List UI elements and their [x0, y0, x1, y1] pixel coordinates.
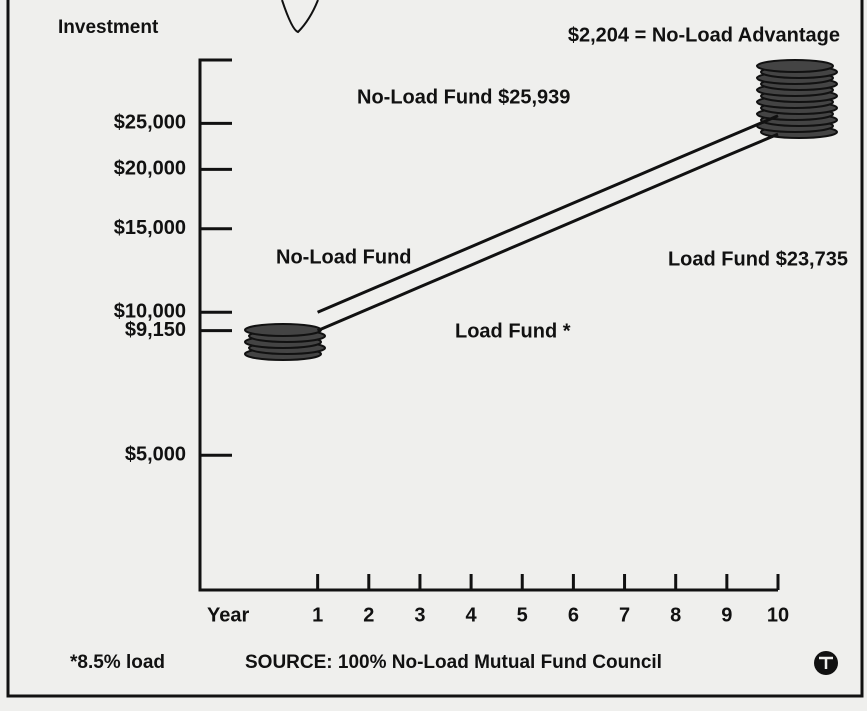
source: SOURCE: 100% No-Load Mutual Fund Council: [245, 652, 662, 673]
x-tick-label: 5: [517, 604, 528, 626]
coin: [245, 324, 321, 336]
annotation: Load Fund *: [455, 320, 571, 342]
logo: [814, 651, 838, 675]
y-tick-label: $25,000: [114, 112, 186, 134]
coin: [757, 60, 833, 72]
annotation: No-Load Fund: [276, 246, 412, 268]
x-tick-label: 7: [619, 604, 630, 626]
line: [318, 134, 778, 331]
annotation: $2,204 = No-Load Advantage: [568, 24, 840, 46]
x-tick-label: 6: [568, 604, 579, 626]
y-tick-label: $20,000: [114, 158, 186, 180]
chart: Investment $2,204 = No-Load Advantage No…: [0, 0, 867, 711]
y-axis-label: Investment: [58, 17, 159, 38]
y-tick-label: $5,000: [125, 443, 186, 465]
decoration: [282, 0, 318, 32]
x-tick-label: 3: [414, 604, 425, 626]
x-tick-label: 8: [670, 604, 681, 626]
y-tick-label: $10,000: [114, 301, 186, 323]
annotation: Load Fund $23,735: [668, 248, 848, 270]
x-tick-label: 9: [721, 604, 732, 626]
x-tick-label: 10: [767, 604, 789, 626]
x-tick-label: 1: [312, 604, 323, 626]
annotation: No-Load Fund $25,939: [357, 86, 570, 108]
line: [318, 116, 778, 312]
x-tick-label: 4: [466, 604, 478, 626]
x-axis-label: Year: [207, 604, 249, 626]
x-tick-label: 2: [363, 604, 374, 626]
footnote: *8.5% load: [70, 652, 165, 673]
y-tick-label: $15,000: [114, 217, 186, 239]
